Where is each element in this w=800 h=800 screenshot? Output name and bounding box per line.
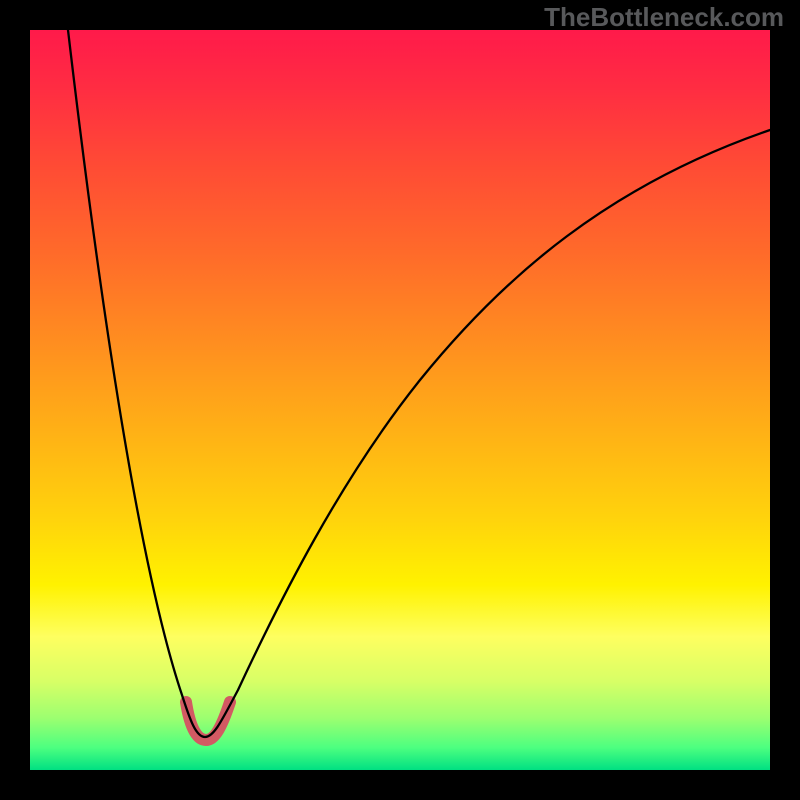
gradient-background — [30, 30, 770, 770]
chart-svg — [0, 0, 800, 800]
watermark-text: TheBottleneck.com — [544, 2, 784, 33]
